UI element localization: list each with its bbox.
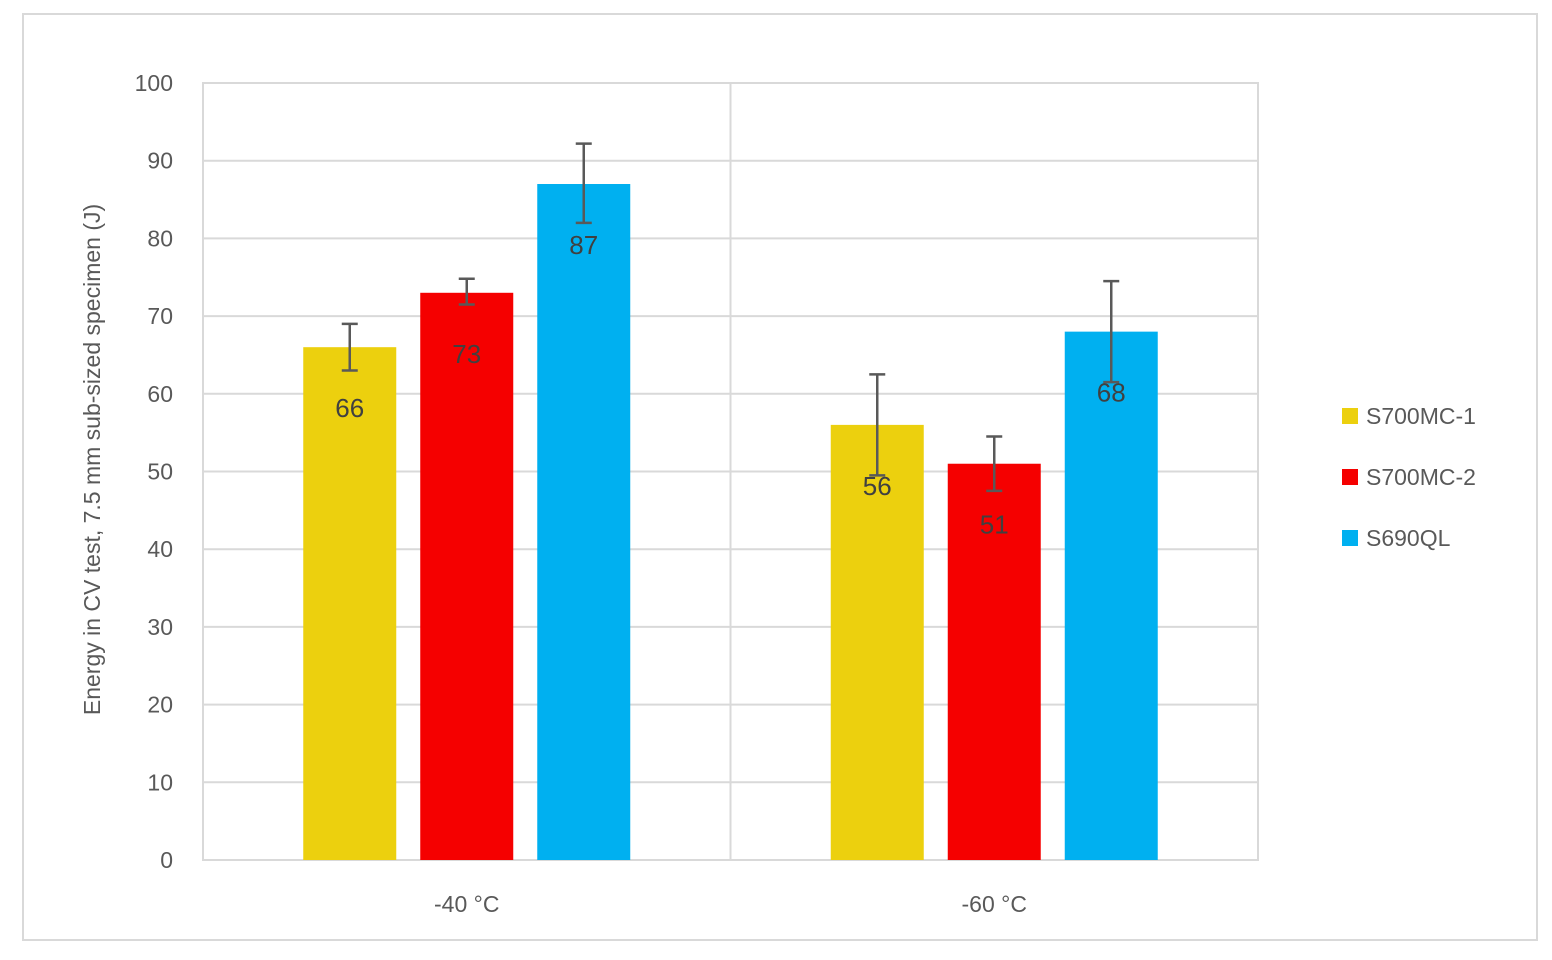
bar-S690QL-1 [1064, 331, 1158, 860]
y-tick-label: 10 [147, 769, 173, 795]
y-tick-label: 80 [147, 225, 173, 251]
y-tick-label: 50 [147, 459, 173, 485]
bar-S700MC-2-1 [947, 463, 1041, 860]
y-axis-title: Energy in CV test, 7.5 mm sub-sized spec… [79, 204, 105, 715]
y-tick-label: 0 [160, 847, 173, 873]
data-label: 66 [335, 393, 364, 423]
data-label: 56 [863, 471, 892, 501]
bar-S700MC-1-0 [303, 347, 397, 860]
data-label: 87 [569, 230, 598, 260]
y-tick-label: 60 [147, 381, 173, 407]
legend-swatch-S700MC-1 [1342, 408, 1358, 424]
y-tick-label: 40 [147, 536, 173, 562]
y-tick-label: 20 [147, 692, 173, 718]
y-tick-label: 70 [147, 303, 173, 329]
legend-label: S690QL [1366, 525, 1451, 551]
legend-swatch-S690QL [1342, 530, 1358, 546]
chart-frame [22, 13, 1538, 941]
legend-label: S700MC-1 [1366, 403, 1476, 429]
x-category-label: -40 °C [434, 891, 499, 917]
data-label: 68 [1097, 378, 1126, 408]
y-tick-label: 30 [147, 614, 173, 640]
x-category-label: -60 °C [962, 891, 1027, 917]
legend-swatch-S700MC-2 [1342, 469, 1358, 485]
bar-S700MC-2-0 [420, 292, 514, 860]
data-label: 51 [980, 510, 1009, 540]
y-tick-label: 90 [147, 148, 173, 174]
legend-label: S700MC-2 [1366, 464, 1476, 490]
bar-S690QL-0 [537, 184, 631, 860]
bar-S700MC-1-1 [830, 424, 924, 860]
y-tick-label: 100 [135, 70, 173, 96]
data-label: 73 [452, 339, 481, 369]
